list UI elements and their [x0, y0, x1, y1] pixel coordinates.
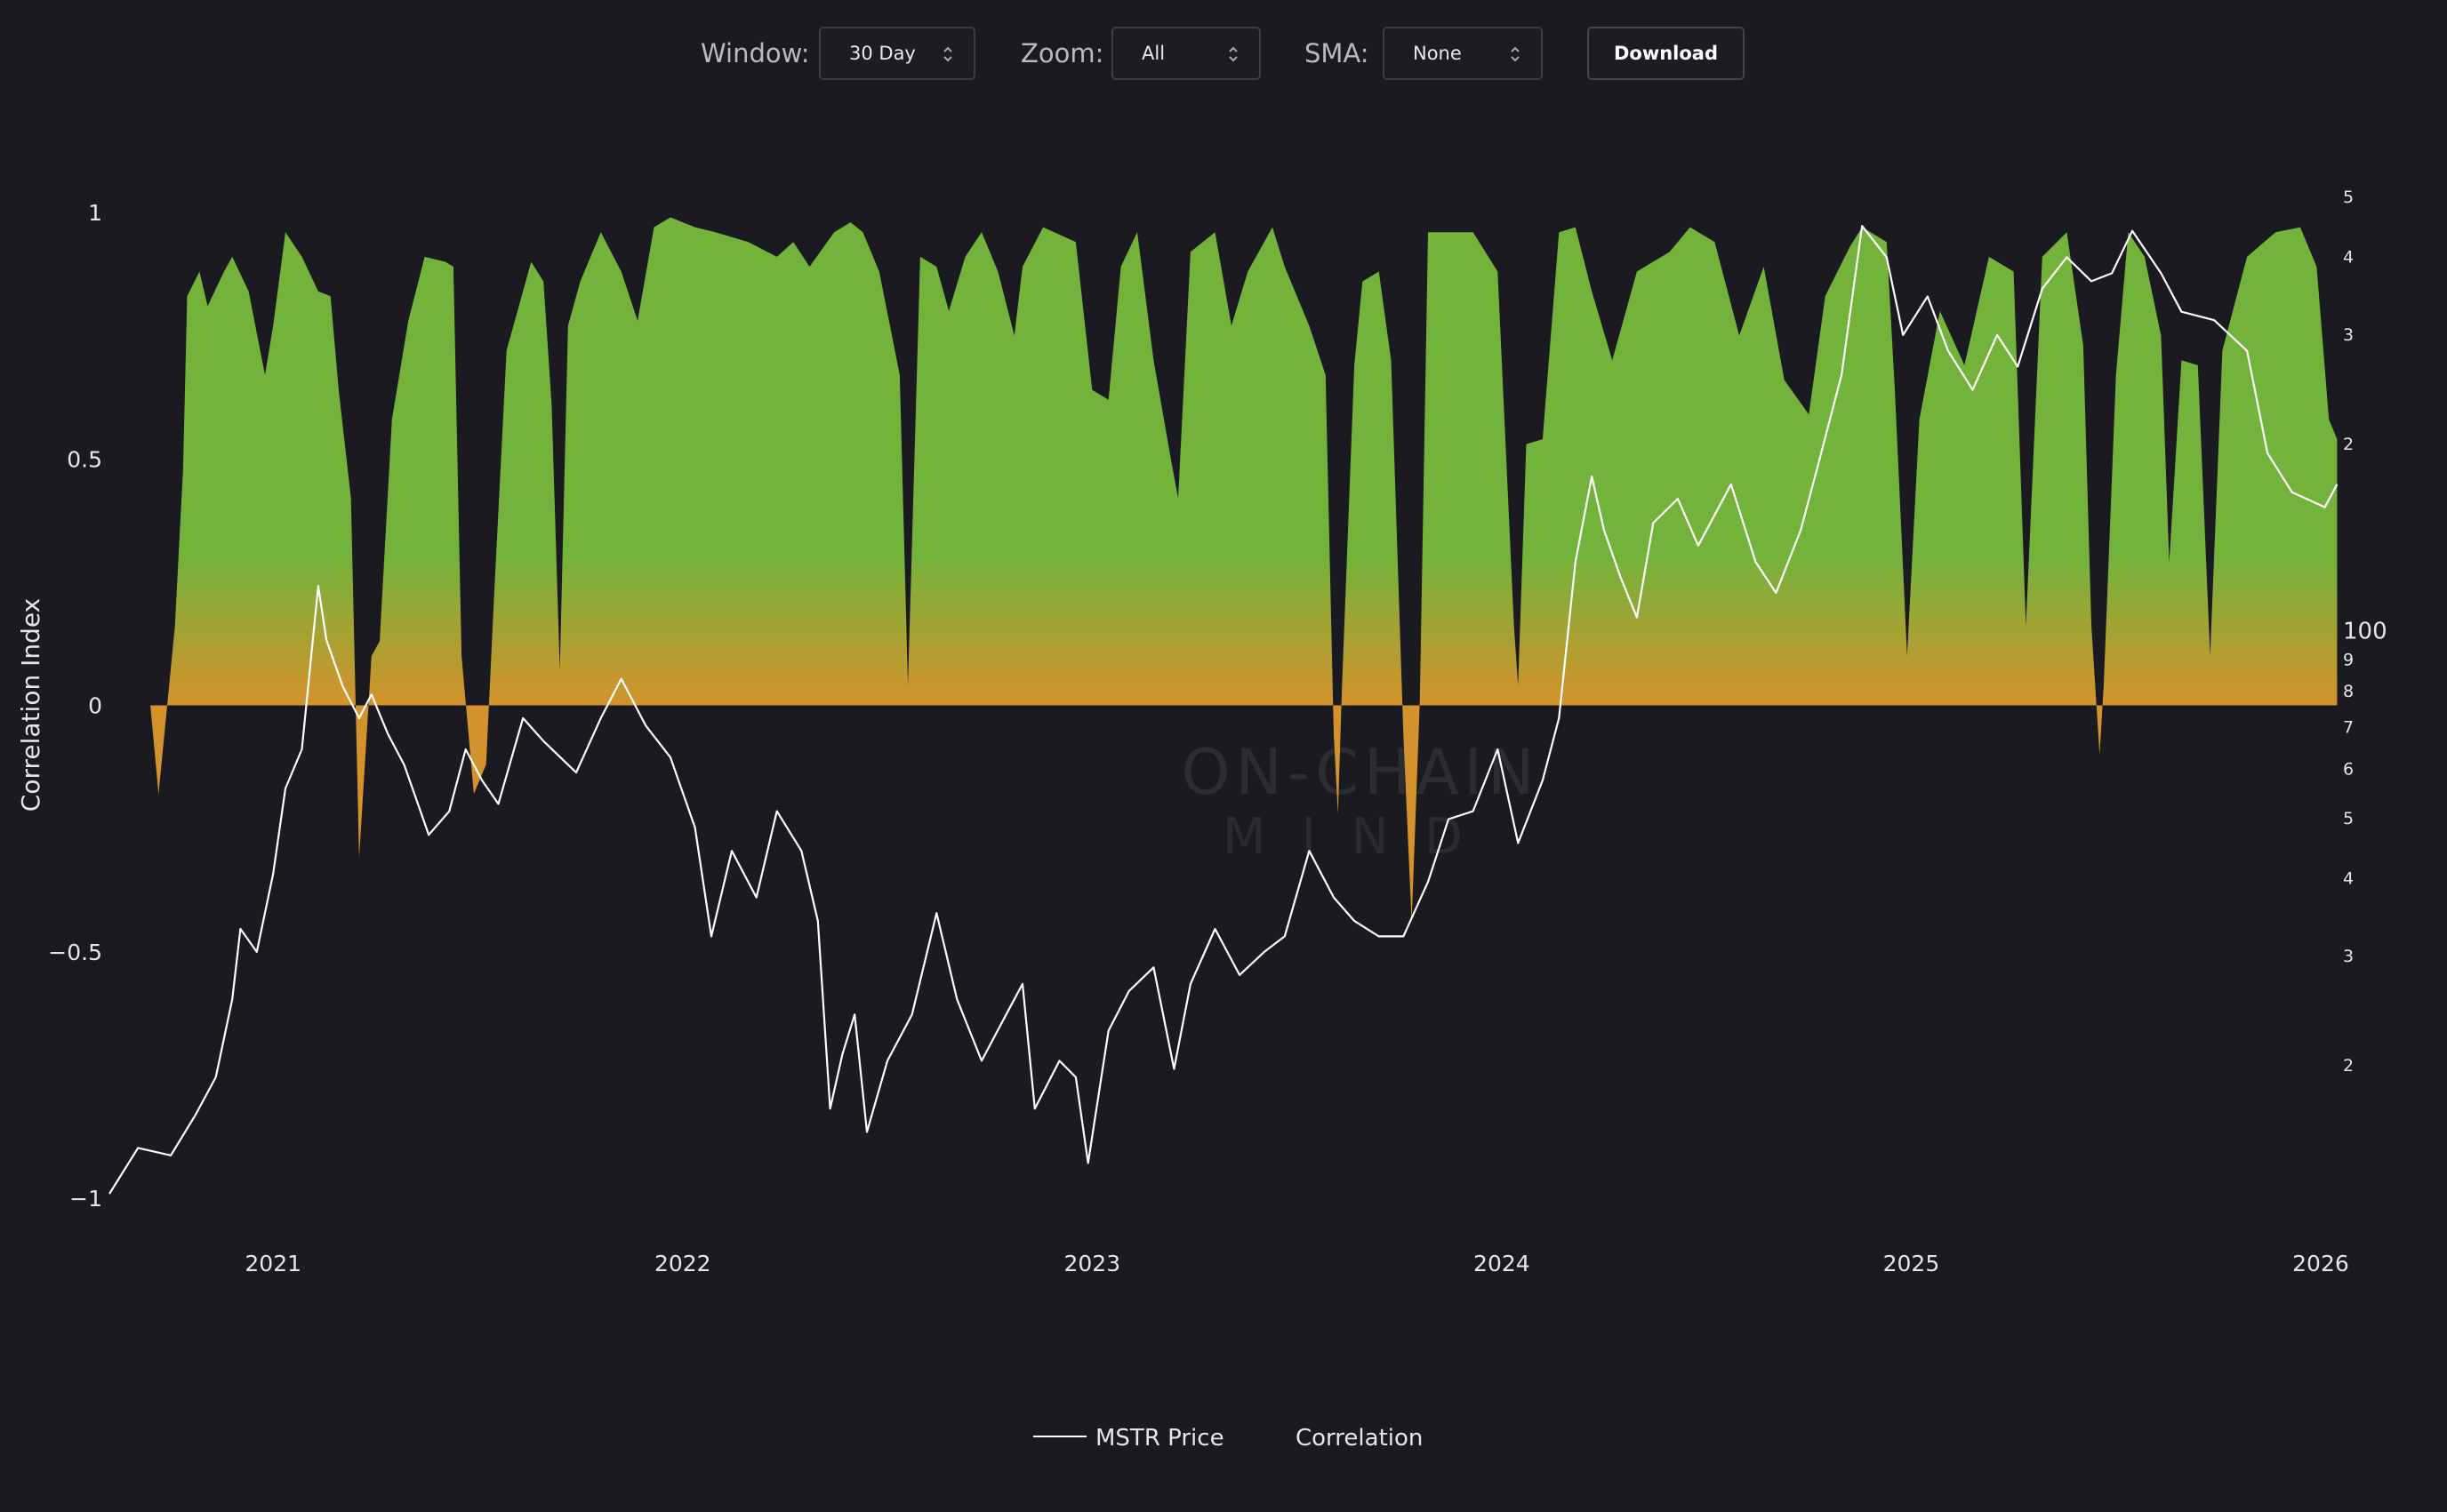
y2-tick-label: 2 — [2343, 1056, 2354, 1076]
y2-tick-label: 9 — [2343, 650, 2354, 669]
chevron-icon — [943, 46, 952, 62]
legend-label: MSTR Price — [1095, 1425, 1224, 1452]
chevron-icon — [1511, 46, 1520, 62]
y2-tick-label: 3 — [2343, 947, 2354, 966]
x-tick-label: 2024 — [1473, 1251, 1530, 1276]
y2-tick-label: 5 — [2343, 188, 2354, 207]
x-tick-label: 2026 — [2292, 1251, 2349, 1276]
y2-tick-label: 6 — [2343, 759, 2354, 779]
y-tick-label: 0.5 — [67, 446, 102, 472]
sma-select[interactable]: None — [1383, 27, 1543, 80]
x-tick-label: 2023 — [1064, 1251, 1121, 1276]
y2-tick-label: 4 — [2343, 248, 2354, 268]
watermark: MIND — [1223, 808, 1498, 866]
select-value: All — [1142, 43, 1166, 64]
x-tick-label: 2021 — [245, 1251, 301, 1276]
y2-tick-label: 4 — [2343, 869, 2354, 889]
y-tick-label: −1 — [69, 1186, 102, 1212]
control-label: Zoom: — [1021, 38, 1104, 68]
y-tick-label: −0.5 — [48, 940, 102, 965]
y-axis-title: Correlation Index — [16, 598, 45, 812]
select-value: 30 Day — [849, 43, 916, 64]
window-select[interactable]: 30 Day — [819, 27, 975, 80]
y2-tick-label: 2 — [2343, 435, 2354, 454]
y-tick-label: 0 — [88, 693, 102, 719]
correlation-area — [150, 217, 2338, 923]
y2-tick-label: 100 — [2343, 618, 2387, 644]
control-label: Window: — [701, 38, 810, 68]
plot-area — [108, 217, 2339, 1195]
download-button[interactable]: Download — [1587, 27, 1745, 80]
y2-tick-label: 7 — [2343, 718, 2354, 738]
watermark: ON-CHAIN — [1181, 736, 1539, 809]
y-tick-label: 1 — [88, 200, 102, 226]
x-tick-label: 2022 — [654, 1251, 711, 1276]
chevron-icon — [1229, 46, 1238, 62]
y2-tick-label: 3 — [2343, 325, 2354, 345]
select-value: None — [1413, 43, 1462, 64]
zoom-select[interactable]: All — [1111, 27, 1261, 80]
price-line — [108, 225, 2339, 1195]
control-label: SMA: — [1304, 38, 1369, 68]
x-tick-label: 2025 — [1883, 1251, 1940, 1276]
y2-tick-label: 5 — [2343, 809, 2354, 828]
legend-label: Correlation — [1296, 1425, 1423, 1452]
y2-tick-label: 8 — [2343, 682, 2354, 701]
